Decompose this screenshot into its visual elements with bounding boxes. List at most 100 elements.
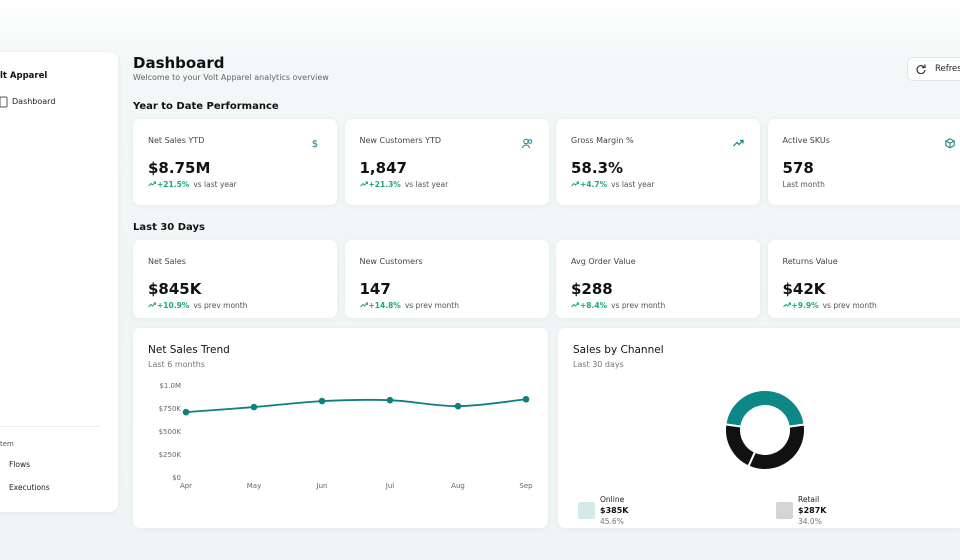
line-chart: $0 $250K $500K $750K $1.0M Apr May Jun Jul Aug Sep	[159, 382, 534, 490]
trend-icon	[571, 302, 579, 308]
kpi-value: 578	[782, 159, 814, 177]
section-title: Last 30 Days	[133, 222, 205, 233]
point	[522, 395, 530, 403]
kpi-note: vs prev month	[611, 301, 666, 310]
kpi-change: +14.8%	[368, 301, 401, 310]
x-tick-label: May	[247, 482, 261, 490]
legend-swatch	[776, 502, 793, 519]
kpi-note: vs last year	[193, 180, 237, 189]
nav-item[interactable]: Dashboard	[12, 97, 56, 106]
trend-icon	[148, 302, 156, 308]
legend-swatch	[578, 502, 595, 519]
line	[185, 398, 527, 414]
kpi-label: Gross Margin %	[571, 136, 634, 145]
nav-item[interactable]: Flows	[9, 460, 31, 469]
y-tick-label: $0	[172, 474, 181, 482]
trend-icon	[359, 181, 368, 187]
x-tick-label: Apr	[180, 482, 192, 490]
kpi-value: 1,847	[359, 159, 407, 177]
kpi-note: vs last year	[404, 180, 449, 189]
kpi-label: Net Sales YTD	[148, 136, 205, 145]
svg-text:$: $	[312, 139, 318, 149]
x-tick-label: Jun	[316, 482, 328, 490]
kpi-label: New Customers YTD	[359, 136, 442, 145]
kpi-icon	[521, 138, 532, 149]
nav-item[interactable]: Executions	[9, 483, 50, 492]
kpi-card: Net Sales $845K +10.9% vs prev month	[133, 240, 337, 318]
point	[182, 408, 190, 416]
kpi-card: Gross Margin % 58.3% +4.7% vs last year	[556, 119, 760, 205]
donut-chart: Online $385K 45.6% Retail $287K 34.0%	[578, 389, 827, 526]
kpi-change: +21.3%	[368, 180, 401, 189]
refresh-button[interactable]: Refres	[907, 57, 960, 81]
point	[250, 403, 258, 411]
trend-icon	[571, 181, 579, 187]
kpi-note: vs prev month	[404, 301, 460, 310]
kpi-note: vs prev month	[822, 301, 877, 310]
kpi-change: +10.9%	[157, 301, 190, 310]
legend-share: 34.0%	[798, 517, 822, 526]
trend-icon	[359, 302, 368, 308]
legend-share: 45.6%	[600, 517, 624, 526]
kpi-card: Avg Order Value $288 +8.4% vs prev month	[556, 240, 760, 318]
kpi-change: +4.7%	[580, 180, 608, 189]
sidebar: lt Apparel Dashboard tem Flows Execution…	[0, 52, 118, 512]
kpi-change: +9.9%	[791, 301, 819, 310]
chart-title: Net Sales Trend	[148, 344, 230, 356]
kpi-note: Last month	[782, 180, 825, 189]
trend-icon	[782, 302, 791, 308]
page-subtitle: Welcome to your Volt Apparel analytics o…	[133, 73, 329, 82]
kpi-change: +8.4%	[580, 301, 608, 310]
point	[318, 397, 326, 405]
chart-card: Sales by Channel Last 30 days Online $385…	[558, 328, 960, 528]
kpi-icon	[733, 139, 744, 147]
legend-amount: $287K	[798, 506, 827, 515]
chart-subtitle: Last 30 days	[573, 360, 624, 369]
brand: lt Apparel	[0, 71, 48, 81]
page-title: Dashboard	[133, 54, 225, 72]
point	[454, 402, 462, 410]
kpi-icon: $	[312, 139, 318, 149]
chart-card: Net Sales Trend Last 6 months $0 $250K $50…	[133, 328, 548, 528]
divider	[0, 426, 100, 427]
kpi-label: New Customers	[359, 257, 423, 266]
kpi-icon	[944, 138, 955, 149]
x-tick-label: Aug	[451, 482, 465, 490]
legend-label: Retail	[798, 495, 819, 504]
kpi-value: 58.3%	[571, 159, 624, 177]
y-tick-label: $1.0M	[159, 382, 181, 390]
y-tick-label: $500K	[159, 428, 182, 436]
kpi-label: Returns Value	[782, 257, 838, 266]
kpi-card: Net Sales YTD $8.75M +21.5% vs last year $	[133, 119, 337, 205]
kpi-label: Active SKUs	[782, 136, 830, 145]
kpi-value: $845K	[148, 280, 202, 298]
refresh-icon	[916, 64, 926, 74]
point	[386, 396, 394, 404]
kpi-label: Avg Order Value	[571, 257, 636, 266]
donut-segment	[747, 423, 806, 471]
legend-amount: $385K	[600, 506, 629, 515]
kpi-label: Net Sales	[148, 257, 186, 266]
kpi-change: +21.5%	[157, 180, 190, 189]
legend-label: Online	[600, 495, 625, 504]
x-tick-label: Sep	[519, 482, 533, 490]
kpi-card: Returns Value $42K +9.9% vs prev month	[767, 240, 960, 318]
chart-subtitle: Last 6 months	[148, 360, 205, 369]
kpi-card: New Customers YTD 1,847 +21.3% vs last year	[344, 119, 549, 205]
x-tick-label: Jul	[385, 482, 395, 490]
trend-icon	[148, 181, 156, 187]
kpi-value: $8.75M	[148, 159, 211, 177]
kpi-value: $288	[571, 280, 613, 298]
kpi-card: Active SKUs 578 Last month	[767, 119, 960, 205]
y-tick-label: $250K	[159, 451, 182, 459]
nav-icon	[0, 96, 8, 108]
donut-segment	[724, 423, 757, 468]
kpi-note: vs last year	[611, 180, 655, 189]
kpi-value: 147	[359, 280, 391, 298]
donut-segment	[724, 389, 806, 428]
kpi-value: $42K	[782, 280, 826, 298]
section-title: Year to Date Performance	[133, 101, 279, 112]
kpi-card: New Customers 147 +14.8% vs prev month	[344, 240, 549, 318]
